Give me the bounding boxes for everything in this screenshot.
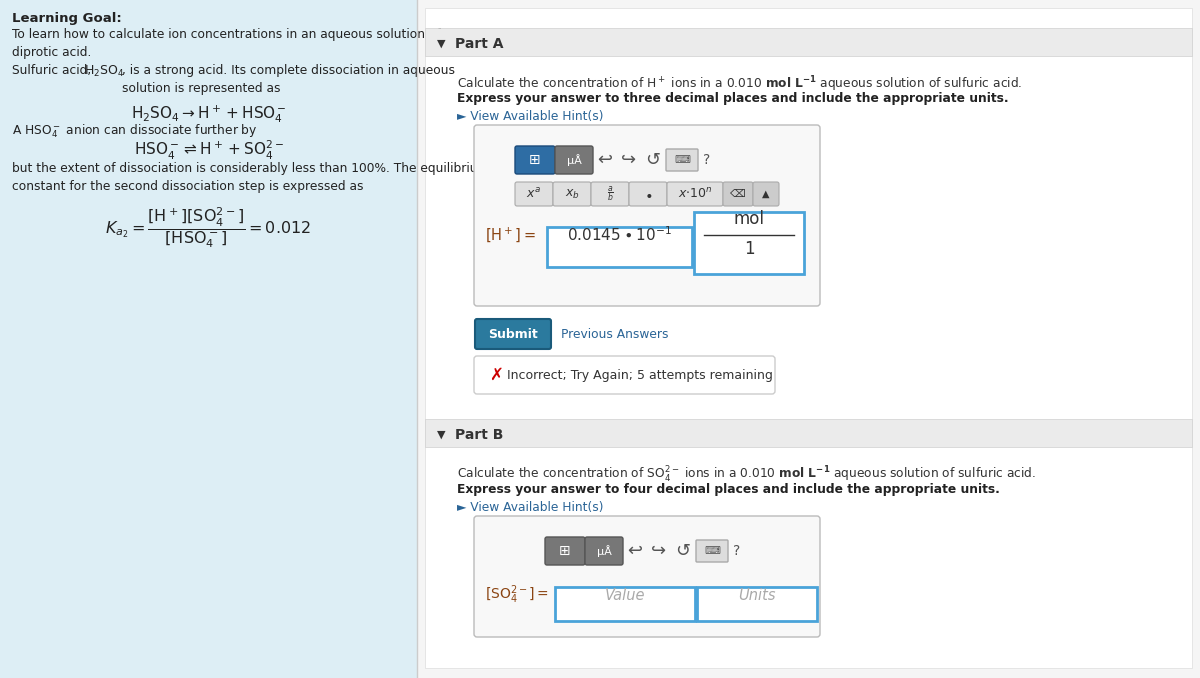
Text: Value: Value: [605, 588, 646, 603]
Text: ► View Available Hint(s): ► View Available Hint(s): [457, 110, 604, 123]
FancyBboxPatch shape: [722, 182, 754, 206]
Text: ↺: ↺: [646, 151, 660, 169]
Bar: [425, 419, 1192, 447]
FancyBboxPatch shape: [592, 182, 629, 206]
Text: Incorrect; Try Again; 5 attempts remaining: Incorrect; Try Again; 5 attempts remaini…: [508, 369, 773, 382]
Text: $x^a$: $x^a$: [527, 187, 541, 201]
Text: ⌨: ⌨: [674, 155, 690, 165]
Text: Sulfuric acid,: Sulfuric acid,: [12, 64, 95, 77]
Text: Submit: Submit: [488, 327, 538, 340]
FancyBboxPatch shape: [474, 516, 820, 637]
Bar: [547, 227, 692, 267]
Text: Express your answer to four decimal places and include the appropriate units.: Express your answer to four decimal plac…: [457, 483, 1000, 496]
Text: ↪: ↪: [622, 151, 636, 169]
FancyBboxPatch shape: [554, 146, 593, 174]
FancyBboxPatch shape: [754, 182, 779, 206]
FancyBboxPatch shape: [696, 540, 728, 562]
Text: Learning Goal:: Learning Goal:: [12, 12, 121, 25]
Bar: [425, 8, 1192, 668]
Text: ⌨: ⌨: [704, 546, 720, 556]
Bar: [697, 587, 817, 621]
FancyBboxPatch shape: [474, 356, 775, 394]
Text: ?: ?: [733, 544, 740, 558]
Text: 1: 1: [744, 240, 755, 258]
Text: Units: Units: [738, 588, 775, 603]
Text: $[\mathrm{SO_4^{2-}}] =$: $[\mathrm{SO_4^{2-}}] =$: [485, 584, 550, 606]
FancyBboxPatch shape: [586, 537, 623, 565]
Text: $\mathrm{H_2SO_4 \rightarrow H^+ + HSO_4^-}$: $\mathrm{H_2SO_4 \rightarrow H^+ + HSO_4…: [131, 103, 287, 125]
Text: ↩: ↩: [598, 151, 612, 169]
Bar: [694, 212, 804, 274]
Text: Calculate the concentration of $\mathrm{SO_4^{2-}}$ ions in a 0.010 $\mathbf{mol: Calculate the concentration of $\mathrm{…: [457, 465, 1036, 485]
Text: Previous Answers: Previous Answers: [562, 327, 668, 340]
Text: ?: ?: [703, 153, 710, 167]
Text: ▼: ▼: [437, 39, 445, 49]
Text: ↺: ↺: [676, 542, 690, 560]
Text: ⊞: ⊞: [559, 544, 571, 558]
Text: ⌫: ⌫: [730, 189, 746, 199]
Text: $\mathrm{H_2SO_4}$: $\mathrm{H_2SO_4}$: [84, 64, 125, 79]
FancyBboxPatch shape: [667, 182, 722, 206]
Text: ↩: ↩: [628, 542, 642, 560]
Text: mol: mol: [733, 210, 764, 228]
Text: $x_b$: $x_b$: [564, 187, 580, 201]
Text: Part A: Part A: [455, 37, 504, 51]
Bar: [0, 0, 418, 678]
Text: but the extent of dissociation is considerably less than 100%. The equilibrium
c: but the extent of dissociation is consid…: [12, 162, 490, 193]
Text: $x{\cdot}10^n$: $x{\cdot}10^n$: [678, 187, 713, 201]
Text: Calculate the concentration of $\mathrm{H^+}$ ions in a 0.010 $\mathbf{mol}$ $\m: Calculate the concentration of $\mathrm{…: [457, 74, 1022, 94]
Bar: [418, 0, 1200, 678]
FancyBboxPatch shape: [474, 125, 820, 306]
Text: Express your answer to three decimal places and include the appropriate units.: Express your answer to three decimal pla…: [457, 92, 1009, 105]
Text: ⊞: ⊞: [529, 153, 541, 167]
Text: $\mathrm{HSO_4^- \rightleftharpoons H^+ + SO_4^{2-}}$: $\mathrm{HSO_4^- \rightleftharpoons H^+ …: [133, 139, 283, 162]
Text: ► View Available Hint(s): ► View Available Hint(s): [457, 501, 604, 514]
Text: ↪: ↪: [652, 542, 666, 560]
Text: $\bullet$: $\bullet$: [644, 187, 652, 201]
FancyBboxPatch shape: [629, 182, 667, 206]
Text: To learn how to calculate ion concentrations in an aqueous solution of a strong
: To learn how to calculate ion concentrat…: [12, 28, 496, 59]
Text: , is a strong acid. Its complete dissociation in aqueous
solution is represented: , is a strong acid. Its complete dissoci…: [122, 64, 455, 95]
FancyBboxPatch shape: [515, 182, 553, 206]
Text: $0.0145 \bullet 10^{-1}$: $0.0145 \bullet 10^{-1}$: [566, 226, 672, 244]
FancyBboxPatch shape: [475, 319, 551, 349]
Text: A $\mathrm{HSO_4^-}$ anion can dissociate further by: A $\mathrm{HSO_4^-}$ anion can dissociat…: [12, 122, 258, 140]
FancyBboxPatch shape: [553, 182, 592, 206]
FancyBboxPatch shape: [515, 146, 554, 174]
FancyBboxPatch shape: [666, 149, 698, 171]
Text: $\frac{a}{b}$: $\frac{a}{b}$: [606, 184, 613, 203]
Text: μÅ: μÅ: [596, 545, 612, 557]
Text: ✗: ✗: [490, 366, 503, 384]
Text: Part B: Part B: [455, 428, 503, 442]
Text: $K_{a_2} = \dfrac{[\mathrm{H^+}][\mathrm{SO_4^{2-}}]}{[\mathrm{HSO_4^-}]} = 0.01: $K_{a_2} = \dfrac{[\mathrm{H^+}][\mathrm…: [106, 205, 312, 250]
Text: ▲: ▲: [762, 189, 769, 199]
Text: μÅ: μÅ: [566, 154, 582, 166]
Text: ▼: ▼: [437, 430, 445, 440]
Bar: [554, 587, 695, 621]
Text: $[\mathrm{H}^+] =$: $[\mathrm{H}^+] =$: [485, 226, 536, 244]
FancyBboxPatch shape: [545, 537, 586, 565]
Bar: [425, 28, 1192, 56]
